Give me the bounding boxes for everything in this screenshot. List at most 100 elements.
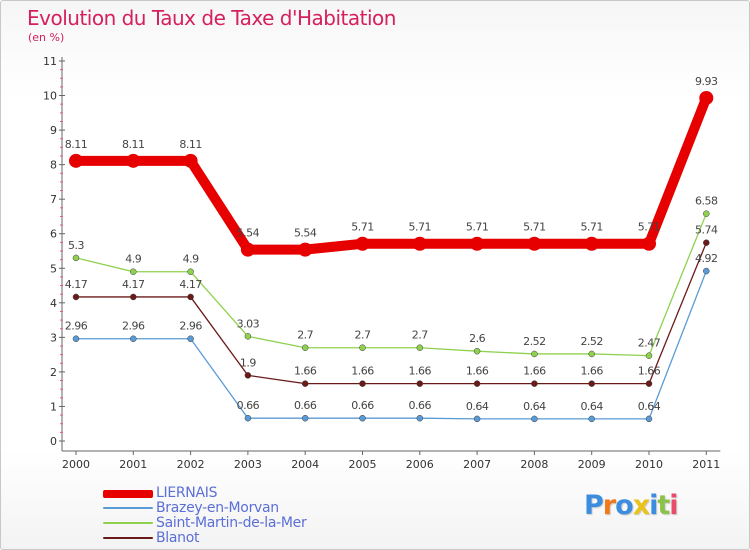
data-label: 4.17 bbox=[65, 278, 88, 291]
legend-swatch bbox=[103, 490, 153, 498]
x-tick-label: 2001 bbox=[119, 458, 147, 471]
data-label: 1.66 bbox=[351, 365, 374, 378]
data-label: 2.6 bbox=[469, 332, 485, 345]
data-label: 1.66 bbox=[523, 365, 546, 378]
x-tick-label: 2010 bbox=[635, 458, 663, 471]
data-label: 2.96 bbox=[65, 320, 88, 333]
x-tick-label: 2009 bbox=[578, 458, 606, 471]
data-point bbox=[703, 210, 710, 217]
data-label: 0.64 bbox=[580, 400, 603, 413]
x-tick-label: 2003 bbox=[234, 458, 262, 471]
x-tick-label: 2008 bbox=[520, 458, 548, 471]
data-point bbox=[244, 372, 252, 379]
data-point bbox=[298, 242, 313, 257]
x-tick-label: 2011 bbox=[692, 458, 720, 471]
data-label: 0.66 bbox=[351, 399, 374, 412]
data-point bbox=[588, 380, 595, 387]
data-point bbox=[527, 236, 542, 251]
data-point bbox=[703, 267, 710, 275]
data-point bbox=[301, 344, 309, 351]
data-label: 3.03 bbox=[237, 317, 260, 330]
data-label: 4.92 bbox=[695, 252, 718, 265]
data-label: 8.11 bbox=[179, 138, 202, 151]
data-label: 5.3 bbox=[68, 239, 84, 252]
data-point bbox=[126, 153, 141, 168]
data-point bbox=[416, 414, 424, 422]
data-point bbox=[355, 236, 370, 251]
y-tick-label: 8 bbox=[50, 159, 57, 172]
x-tick-label: 2000 bbox=[62, 458, 90, 471]
data-label: 4.9 bbox=[183, 253, 199, 266]
data-label: 6.58 bbox=[695, 195, 718, 208]
data-point bbox=[69, 153, 83, 168]
data-point bbox=[416, 380, 424, 387]
data-point bbox=[412, 236, 427, 251]
data-label: 0.66 bbox=[237, 399, 260, 412]
data-point bbox=[645, 380, 653, 387]
data-label: 1.66 bbox=[294, 365, 317, 378]
data-label: 2.96 bbox=[179, 320, 202, 333]
y-tick-label: 10 bbox=[43, 90, 57, 103]
y-tick-label: 3 bbox=[50, 331, 57, 344]
data-label: 8.11 bbox=[65, 138, 88, 151]
y-tick-label: 4 bbox=[50, 297, 57, 310]
data-label: 2.7 bbox=[297, 329, 313, 342]
data-point bbox=[72, 254, 80, 262]
data-label: 5.71 bbox=[466, 221, 489, 234]
data-point bbox=[130, 293, 137, 301]
series-line bbox=[75, 213, 707, 357]
data-label: 5.71 bbox=[409, 221, 432, 234]
data-point bbox=[183, 153, 198, 168]
data-point bbox=[240, 242, 255, 257]
data-label: 0.64 bbox=[638, 400, 661, 413]
data-point bbox=[645, 352, 653, 359]
unit-label: (en %) bbox=[28, 31, 65, 44]
data-label: 2.7 bbox=[412, 329, 428, 342]
data-point bbox=[531, 415, 538, 423]
data-label: 2.96 bbox=[122, 320, 145, 333]
data-point bbox=[130, 335, 137, 342]
y-tick-label: 9 bbox=[50, 124, 57, 137]
data-label: 5.71 bbox=[523, 221, 546, 234]
data-point bbox=[584, 236, 599, 251]
data-point bbox=[473, 415, 481, 423]
legend-label: LIERNAIS bbox=[156, 485, 218, 501]
legend-swatch bbox=[103, 507, 153, 509]
legend-swatch bbox=[103, 537, 153, 539]
data-label: 0.64 bbox=[466, 400, 489, 413]
data-point bbox=[531, 350, 538, 358]
series-line bbox=[76, 270, 707, 420]
data-point bbox=[187, 268, 194, 275]
data-label: 2.47 bbox=[638, 337, 661, 350]
data-label: 5.71 bbox=[580, 221, 603, 234]
series-saint-martin-de-la-mer bbox=[72, 210, 710, 359]
data-point bbox=[130, 268, 137, 275]
logo-letter: t bbox=[657, 490, 670, 521]
data-point bbox=[645, 415, 653, 423]
series-brazey-en-morvan bbox=[72, 267, 710, 423]
data-label: 5.54 bbox=[237, 227, 260, 240]
data-label: 1.66 bbox=[580, 365, 603, 378]
data-point bbox=[187, 335, 194, 342]
logo-letter: i bbox=[649, 490, 658, 521]
data-point bbox=[642, 236, 656, 251]
data-label: 0.66 bbox=[409, 399, 432, 412]
chart-title: Evolution du Taux de Taxe d'Habitation bbox=[27, 6, 396, 30]
data-label: 5.54 bbox=[294, 227, 317, 240]
data-point bbox=[244, 414, 252, 422]
data-point bbox=[703, 239, 710, 246]
legend-label: Saint-Martin-de-la-Mer bbox=[156, 515, 307, 531]
x-tick-label: 2005 bbox=[349, 458, 377, 471]
data-point bbox=[473, 347, 481, 355]
data-label: 4.17 bbox=[122, 278, 145, 291]
data-point bbox=[588, 350, 595, 358]
logo-letter: r bbox=[602, 490, 616, 521]
data-label: 1.66 bbox=[466, 365, 489, 378]
data-label: 5.71 bbox=[351, 221, 374, 234]
data-point bbox=[359, 344, 366, 351]
data-point bbox=[301, 414, 309, 422]
data-point bbox=[588, 415, 595, 423]
logo-letter: o bbox=[615, 490, 634, 521]
y-tick-label: 0 bbox=[50, 435, 57, 448]
